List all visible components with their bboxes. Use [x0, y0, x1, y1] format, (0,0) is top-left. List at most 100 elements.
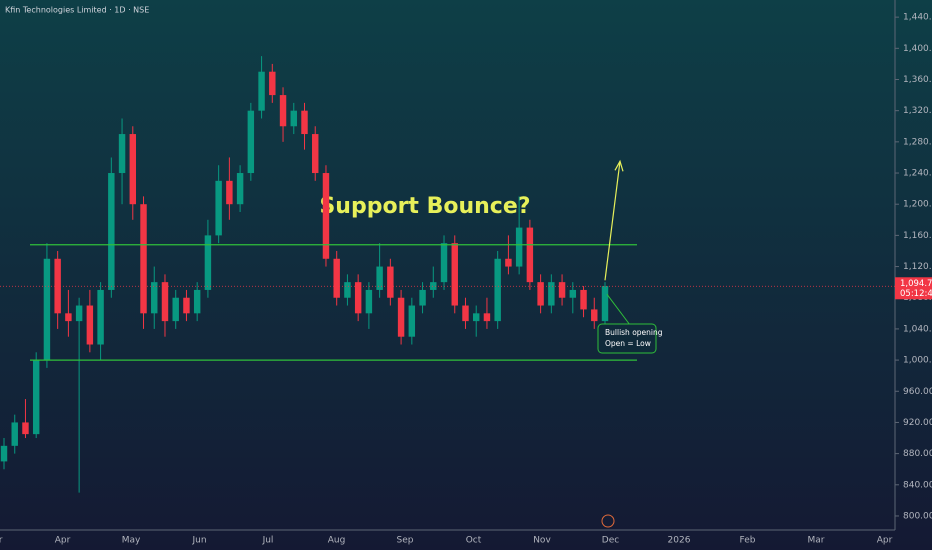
- x-tick-label: Dec: [602, 536, 619, 546]
- callout-box: [597, 323, 657, 354]
- candle-body: [279, 95, 287, 127]
- candle-body: [43, 258, 51, 361]
- candle-body: [22, 422, 29, 435]
- callout-pointer: [606, 293, 631, 326]
- candle-body: [0, 445, 8, 462]
- candle-body: [247, 110, 255, 174]
- y-tick-label: 1,280.00: [903, 137, 932, 147]
- candle-body: [312, 134, 319, 174]
- candle-body: [515, 227, 523, 267]
- candle-body: [558, 282, 566, 298]
- candle-body: [354, 282, 362, 314]
- headline: Support Bounce?: [319, 194, 530, 219]
- candle-body: [365, 289, 373, 314]
- candle-body: [11, 422, 18, 446]
- candle-body: [32, 360, 40, 435]
- candle-body: [269, 71, 276, 96]
- candle-body: [580, 289, 587, 310]
- y-tick-label: 1,240.00: [903, 169, 932, 179]
- candle-body: [569, 289, 577, 298]
- last-price-box: [895, 277, 932, 300]
- candle-body: [258, 71, 265, 111]
- plot: [0, 56, 609, 493]
- candle-body: [172, 297, 179, 322]
- y-tick-label: 1,360.00: [903, 75, 932, 85]
- callout-text: Open = Low: [605, 339, 651, 348]
- y-tick-label: 880.00: [903, 449, 932, 459]
- x-tick-label: Feb: [740, 536, 756, 546]
- candle-body: [301, 110, 308, 135]
- x-tick-label: Apr: [877, 536, 893, 546]
- candle-body: [140, 204, 147, 314]
- candle-body: [483, 313, 491, 322]
- event-icon: [601, 514, 615, 528]
- x-tick-label: Aug: [328, 536, 346, 546]
- candle-body: [451, 243, 458, 306]
- x-tick-label: Oct: [466, 536, 482, 546]
- y-tick-label: 1,120.00: [903, 262, 932, 272]
- candle-body: [75, 305, 83, 322]
- candle-body: [129, 134, 137, 205]
- y-tick-label: 1,040.00: [903, 324, 932, 334]
- x-tick-label: Mar: [808, 536, 825, 546]
- y-tick-label: 800.00: [903, 511, 932, 521]
- x-tick-label: Apr: [55, 536, 71, 546]
- candle-body: [183, 297, 190, 314]
- candle-body: [226, 180, 233, 205]
- x-tick-label: Nov: [533, 536, 551, 546]
- candle-body: [408, 305, 416, 337]
- x-tick-label: Sep: [397, 536, 414, 546]
- countdown: 05:12:44: [900, 289, 932, 299]
- candle-body: [440, 243, 448, 283]
- candle-body: [290, 110, 297, 127]
- candle-body: [526, 227, 534, 283]
- x-tick-label: Jun: [191, 536, 206, 546]
- candle-body: [118, 134, 126, 174]
- candle-body: [215, 180, 222, 236]
- candle-body: [65, 313, 72, 322]
- candle-body: [591, 309, 598, 322]
- candle-body: [97, 289, 104, 345]
- target-arrow: [604, 161, 621, 281]
- candle-body: [601, 286, 609, 322]
- arrow-head: [614, 159, 624, 172]
- y-tick-label: 920.00: [903, 418, 932, 428]
- candle-body: [537, 282, 544, 306]
- candle-body: [430, 282, 437, 290]
- candle-body: [494, 258, 501, 322]
- candle-body: [322, 173, 330, 259]
- chart-title: Kfin Technologies Limited · 1D · NSE: [5, 6, 149, 15]
- y-tick-label: 1,160.00: [903, 231, 932, 241]
- x-tick-label: May: [122, 536, 141, 546]
- candle-body: [86, 305, 94, 345]
- candle-body: [236, 173, 244, 205]
- y-tick-label: 840.00: [903, 480, 932, 490]
- candle-body: [548, 282, 555, 306]
- candle-body: [419, 289, 426, 306]
- candle-body: [193, 289, 201, 314]
- candle-body: [472, 313, 480, 322]
- candle-body: [387, 266, 394, 298]
- last-price-label: 1,094.70: [900, 279, 932, 289]
- candle-body: [204, 235, 212, 290]
- candle-body: [505, 258, 512, 267]
- callout-text: Bullish opening: [605, 328, 663, 337]
- y-tick-label: 1,400.00: [903, 44, 932, 54]
- candle-body: [397, 297, 405, 337]
- y-tick-label: 1,000.00: [903, 356, 932, 366]
- candle-body: [151, 282, 158, 314]
- x-tick-label: Mar: [0, 536, 3, 546]
- candle-body: [376, 266, 383, 290]
- x-tick-label: Jul: [262, 536, 274, 546]
- candle-body: [462, 305, 469, 322]
- y-tick-label: 1,320.00: [903, 106, 932, 116]
- x-tick-label: 2026: [668, 536, 691, 546]
- candle-body: [344, 282, 351, 298]
- y-tick-label: 960.00: [903, 387, 932, 397]
- y-tick-label: 1,440.00: [903, 13, 932, 23]
- y-tick-label: 1,200.00: [903, 200, 932, 210]
- candle-body: [161, 282, 169, 322]
- candle-body: [108, 173, 115, 290]
- candle-body: [333, 258, 340, 298]
